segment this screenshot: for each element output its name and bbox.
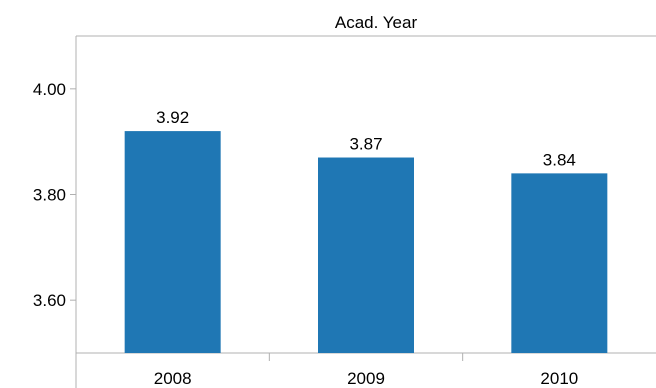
- y-axis: 3.60 3.80 4.00: [33, 80, 76, 310]
- data-label-2010: 3.84: [543, 150, 576, 169]
- bar-2008: [124, 131, 221, 353]
- data-label-2009: 3.87: [349, 135, 382, 154]
- chart-title: Acad. Year: [335, 13, 418, 32]
- bar-series: [124, 131, 608, 353]
- x-tick-label: 2009: [347, 369, 385, 388]
- y-tick-label: 3.60: [33, 291, 66, 310]
- bar-2009: [318, 157, 414, 353]
- bar-2010: [511, 173, 608, 353]
- data-label-2008: 3.92: [156, 108, 189, 127]
- x-tick-label: 2010: [540, 369, 578, 388]
- y-tick-label: 3.80: [33, 186, 66, 205]
- x-tick-label: 2008: [154, 369, 192, 388]
- x-axis: 2008 2009 2010: [154, 353, 578, 388]
- data-labels: 3.92 3.87 3.84: [156, 108, 576, 169]
- y-tick-label: 4.00: [33, 80, 66, 99]
